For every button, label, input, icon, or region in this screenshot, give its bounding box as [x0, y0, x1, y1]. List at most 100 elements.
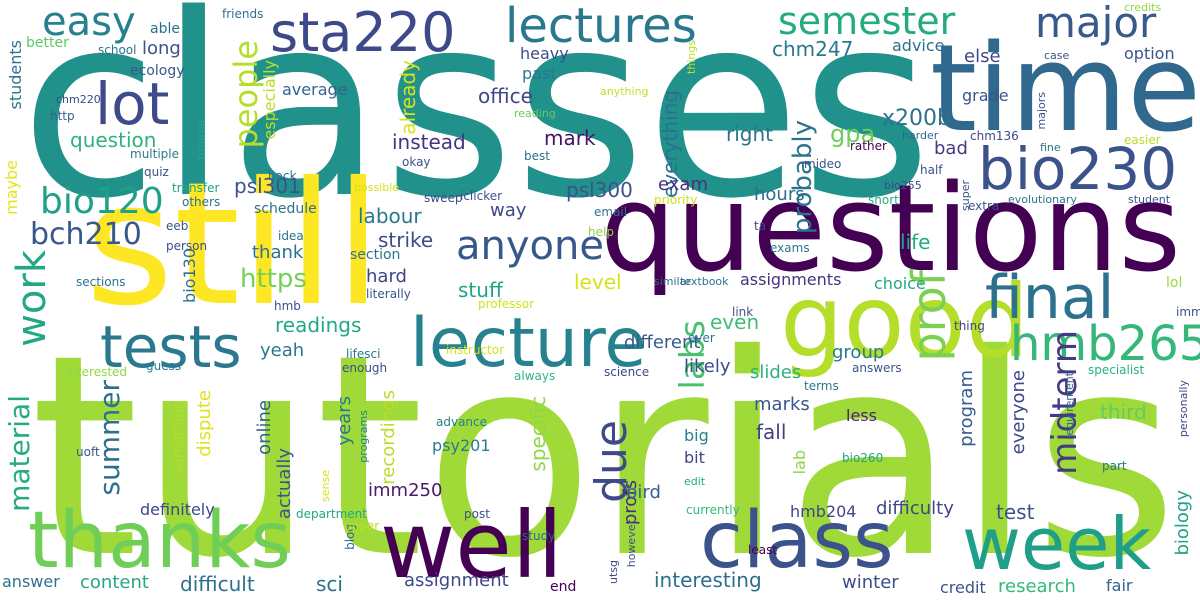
- word: heavy: [520, 44, 569, 63]
- word: programs: [357, 410, 370, 463]
- word: professor: [478, 297, 535, 311]
- word: department: [296, 507, 367, 521]
- word: currently: [686, 503, 740, 517]
- word: slides: [750, 362, 802, 383]
- word: mideo: [804, 157, 842, 171]
- word: good: [780, 263, 1030, 380]
- word: iclicker: [460, 189, 503, 203]
- word: difficulty: [876, 498, 954, 519]
- word: right: [726, 122, 773, 146]
- word: major: [1035, 0, 1157, 47]
- word: gpa: [830, 120, 876, 148]
- word: hard: [366, 266, 407, 287]
- word: way: [490, 200, 527, 221]
- word: study: [522, 529, 556, 543]
- word: things: [685, 40, 698, 75]
- word: yeah: [260, 340, 305, 361]
- word: less: [846, 406, 877, 425]
- word: best: [524, 149, 550, 163]
- word: exam: [658, 174, 708, 195]
- word: specific: [526, 396, 550, 472]
- word: choice: [874, 274, 926, 293]
- word: quiz: [144, 165, 169, 179]
- word: ever: [688, 331, 715, 345]
- word: stuff: [458, 278, 503, 302]
- word: sense: [319, 470, 332, 502]
- word: better: [26, 35, 69, 51]
- word: psy201: [432, 436, 491, 455]
- word: short: [868, 193, 899, 207]
- word: extra: [968, 199, 1000, 213]
- word: hmb265: [1010, 316, 1200, 372]
- word: especially: [260, 60, 279, 140]
- word: chm220: [56, 93, 101, 106]
- word: labour: [358, 204, 422, 228]
- word: actually: [274, 448, 295, 520]
- word: upper: [344, 519, 380, 533]
- word: lol: [1166, 275, 1183, 291]
- word: everyone: [1008, 370, 1029, 455]
- word: marks: [754, 394, 810, 415]
- word: textbook: [680, 275, 729, 288]
- word: eeb: [166, 219, 189, 233]
- word: difficult: [180, 572, 255, 596]
- word: chm247: [772, 37, 854, 61]
- word: already: [396, 60, 420, 135]
- word: past: [522, 64, 557, 83]
- word: least: [748, 543, 778, 557]
- word: people: [227, 40, 265, 149]
- word: thing: [954, 319, 985, 333]
- word: multiple: [130, 147, 180, 161]
- word: answer: [2, 572, 60, 591]
- word: work: [9, 250, 55, 347]
- word: bio255: [884, 179, 922, 192]
- word: edit: [684, 475, 706, 488]
- word: possible: [354, 181, 400, 194]
- word: sections: [76, 275, 126, 289]
- word: winter: [842, 572, 899, 593]
- word: lecture: [410, 304, 647, 383]
- word: link: [732, 305, 754, 319]
- word: class: [700, 496, 894, 586]
- word: schedule: [254, 201, 317, 217]
- word: recordings: [378, 390, 399, 485]
- word: utsg: [607, 560, 620, 584]
- word: program: [956, 370, 977, 447]
- word: thanks: [28, 496, 292, 586]
- word: enough: [342, 361, 388, 375]
- word: literally: [366, 287, 411, 301]
- word: dispute: [194, 390, 215, 457]
- word: grade: [962, 86, 1009, 105]
- word: credits: [1124, 1, 1162, 14]
- word: however: [625, 520, 638, 568]
- word: terms: [804, 379, 839, 393]
- word: advice: [892, 36, 945, 55]
- word: life: [900, 230, 931, 254]
- word: anyone: [456, 223, 604, 269]
- word: option: [1124, 44, 1175, 63]
- word: imm250: [368, 480, 443, 501]
- word: reading: [514, 107, 556, 120]
- word: classes: [20, 0, 932, 254]
- word: hmb204: [790, 502, 857, 521]
- word: harder: [902, 129, 939, 142]
- word: imm: [1176, 305, 1200, 319]
- word: summer: [93, 380, 126, 496]
- word: lot: [95, 70, 170, 138]
- word: hmb: [274, 299, 301, 313]
- word: sci: [316, 572, 343, 596]
- word: else: [964, 46, 1001, 67]
- word: interesting: [654, 568, 762, 592]
- word: ta: [754, 219, 767, 233]
- word: back: [268, 169, 297, 183]
- word: uoft: [76, 445, 100, 459]
- word: research: [998, 576, 1076, 597]
- word: still: [85, 146, 382, 344]
- word: case: [1044, 49, 1070, 62]
- word: personally: [1177, 380, 1190, 438]
- word: maybe: [2, 160, 21, 215]
- word: years: [334, 396, 355, 446]
- word: week: [962, 502, 1152, 586]
- word: priority: [654, 193, 698, 207]
- word: online: [254, 400, 275, 455]
